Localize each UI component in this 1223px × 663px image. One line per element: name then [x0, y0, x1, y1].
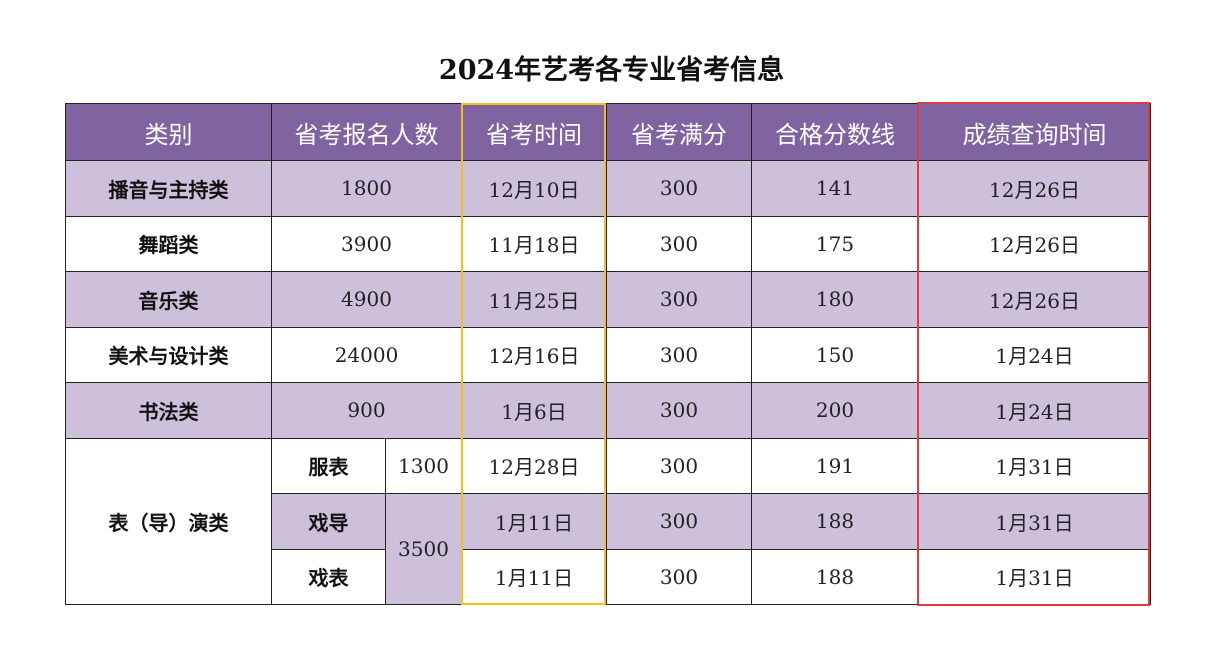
query-date-cell: 1月31日: [918, 437, 1151, 494]
pass-line-cell: 200: [751, 382, 919, 439]
table-row: 舞蹈类 3900 11月18日 300 175 12月26日: [65, 215, 1151, 272]
pass-line-cell: 188: [751, 548, 919, 605]
query-date-cell: 12月26日: [918, 271, 1151, 328]
pass-line-cell: 150: [751, 326, 919, 383]
full-score-cell: 300: [606, 382, 752, 439]
category-cell: 书法类: [65, 382, 272, 439]
combined-count-cell: 3500: [385, 493, 462, 605]
header-row: 类别 省考报名人数 省考时间 省考满分 合格分数线 成绩查询时间: [65, 103, 1151, 161]
header-pass-line: 合格分数线: [751, 103, 919, 161]
header-full-score: 省考满分: [606, 103, 752, 161]
page-title: 2024年艺考各专业省考信息: [438, 55, 785, 86]
query-date-cell: 1月31日: [918, 548, 1151, 605]
category-cell: 舞蹈类: [65, 215, 272, 272]
query-date-cell: 12月26日: [918, 215, 1151, 272]
pass-line-cell: 141: [751, 160, 919, 217]
table-row: 美术与设计类 24000 12月16日 300 150 1月24日: [65, 326, 1151, 383]
table-row: 戏导 3500 1月11日 300 188 1月31日: [65, 493, 1151, 605]
exam-date-cell: 11月18日: [461, 215, 607, 272]
table-row: 音乐类 4900 11月25日 300 180 12月26日: [65, 271, 1151, 328]
full-score-cell: 300: [606, 437, 752, 494]
count-cell: 1800: [271, 160, 462, 217]
subcategory-cell: 服表: [271, 437, 386, 494]
query-date-cell: 1月24日: [918, 326, 1151, 383]
exam-date-cell: 1月6日: [461, 382, 607, 439]
full-score-cell: 300: [606, 271, 752, 328]
full-score-cell: 300: [606, 548, 752, 605]
count-cell: 4900: [271, 271, 462, 328]
header-exam-time: 省考时间: [461, 103, 607, 161]
full-score-cell: 300: [606, 160, 752, 217]
category-cell: 表（导）演类: [65, 437, 272, 605]
count-cell: 900: [271, 382, 462, 439]
query-date-cell: 1月31日: [918, 493, 1151, 550]
pass-line-cell: 191: [751, 437, 919, 494]
table-row: 播音与主持类 1800 12月10日 300 141 12月26日: [65, 160, 1151, 217]
header-category: 类别: [65, 103, 272, 161]
category-cell: 播音与主持类: [65, 160, 272, 217]
category-cell: 音乐类: [65, 271, 272, 328]
count-cell: 3900: [271, 215, 462, 272]
category-cell: 美术与设计类: [65, 326, 272, 383]
exam-date-cell: 12月16日: [461, 326, 607, 383]
header-count: 省考报名人数: [271, 103, 462, 161]
count-cell: 24000: [271, 326, 462, 383]
count-cell: 1300: [385, 437, 462, 494]
pass-line-cell: 180: [751, 271, 919, 328]
table-row: 表（导）演类 服表 1300 12月28日 300 191 1月31日: [65, 437, 1151, 605]
subcategory-cell: 戏导: [271, 493, 386, 550]
exam-date-cell: 12月28日: [461, 437, 607, 494]
pass-line-cell: 175: [751, 215, 919, 272]
subcategory-cell: 戏表: [271, 548, 386, 605]
pass-line-cell: 188: [751, 493, 919, 550]
full-score-cell: 300: [606, 215, 752, 272]
exam-date-cell: 11月25日: [461, 271, 607, 328]
header-query-time: 成绩查询时间: [918, 103, 1151, 161]
exam-info-table: 类别 省考报名人数 省考时间 省考满分 合格分数线 成绩查询时间 播音与主持类 …: [65, 103, 1151, 605]
full-score-cell: 300: [606, 493, 752, 550]
query-date-cell: 1月24日: [918, 382, 1151, 439]
query-date-cell: 12月26日: [918, 160, 1151, 217]
exam-date-cell: 12月10日: [461, 160, 607, 217]
full-score-cell: 300: [606, 326, 752, 383]
exam-date-cell: 1月11日: [461, 493, 607, 550]
exam-date-cell: 1月11日: [461, 548, 607, 605]
table-row: 书法类 900 1月6日 300 200 1月24日: [65, 382, 1151, 439]
